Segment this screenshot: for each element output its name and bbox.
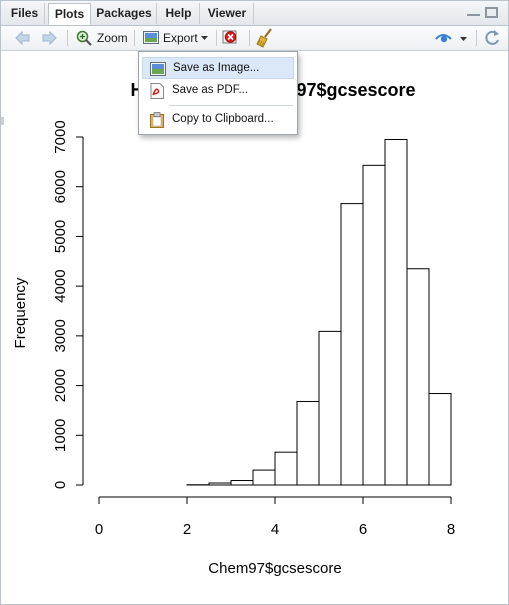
x-tick-label: 8 [447,521,455,538]
export-image-icon [143,31,159,44]
toolbar-separator [216,30,217,46]
tab-packages[interactable]: Packages [92,3,157,24]
histogram-bar [406,268,430,486]
maximize-icon[interactable] [485,7,498,18]
y-tick-label: 5000 [52,220,69,253]
y-axis: 0 1000 2000 3000 4000 5000 6000 7000 [52,120,84,489]
clipboard-icon [150,112,164,128]
zoom-label: Zoom [97,31,128,45]
tab-files[interactable]: Files [5,3,45,24]
histogram-bar [362,164,386,486]
minimize-icon[interactable] [467,7,480,16]
save-as-pdf-item[interactable]: Save as PDF... [142,80,294,102]
export-label: Export [163,31,198,45]
y-tick-label: 7000 [52,120,69,153]
menu-item-label: Copy to Clipboard... [172,113,274,125]
zoom-icon [76,30,92,46]
menu-item-label: Save as Image... [173,62,260,74]
histogram-bar [384,138,408,486]
zoom-button[interactable]: Zoom [73,26,129,50]
tab-viewer[interactable]: Viewer [201,3,254,24]
back-arrow-icon[interactable] [13,26,31,50]
histogram-bar [296,400,320,486]
export-menu: Save as Image... Save as PDF... Copy to … [138,51,298,135]
refresh-icon[interactable] [482,26,502,50]
y-tick-label: 3000 [52,319,69,352]
tab-plots[interactable]: Plots [48,3,91,25]
splitter-handle[interactable] [1,117,4,125]
image-icon [150,62,166,76]
export-button[interactable]: Export [140,26,212,50]
remove-plot-icon[interactable] [221,26,241,50]
toolbar-separator [249,30,250,46]
tab-help[interactable]: Help [158,3,200,24]
histogram-bar [252,469,276,486]
x-axis-label: Chem97$gcsescore [208,560,341,577]
chevron-down-icon [201,36,208,40]
histogram-bar [230,480,254,486]
save-as-image-item[interactable]: Save as Image... [142,57,294,79]
copy-to-clipboard-item[interactable]: Copy to Clipboard... [142,109,294,131]
x-tick-label: 0 [95,521,103,538]
x-tick-label: 6 [359,521,367,538]
menu-item-label: Save as PDF... [172,84,249,96]
menu-separator [169,105,293,106]
y-axis-label: Frequency [12,277,29,348]
y-tick-label: 1000 [52,419,69,452]
plots-toolbar: Zoom Export [1,26,508,51]
histogram-bar [318,330,342,486]
y-tick-label: 6000 [52,170,69,203]
pdf-icon [150,83,164,99]
toolbar-separator [134,30,135,46]
toolbar-separator [67,30,68,46]
histogram-bar [428,393,452,486]
pane-tab-bar: Files Plots Packages Help Viewer [1,1,508,26]
y-tick-label: 4000 [52,269,69,302]
x-axis: 0 2 4 6 8 [95,496,455,538]
x-tick-label: 4 [271,521,279,538]
toolbar-separator [476,30,477,46]
x-tick-label: 2 [183,521,191,538]
histogram-bar [274,451,298,486]
publish-icon[interactable] [434,26,468,50]
y-tick-label: 0 [52,481,69,489]
histogram-bars [186,138,452,486]
forward-arrow-icon[interactable] [41,26,59,50]
y-tick-label: 2000 [52,369,69,402]
broom-icon[interactable] [255,26,277,50]
histogram-bar [340,203,364,486]
histogram-bar [208,482,232,486]
